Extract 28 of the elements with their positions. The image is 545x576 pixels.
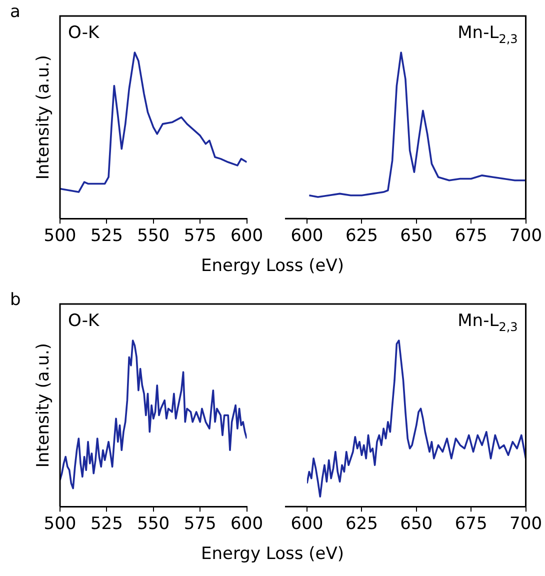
x-tick-label: 550 — [137, 514, 170, 534]
x-tick-label: 650 — [400, 514, 433, 534]
y-axis-title: Intensity (a.u.) — [33, 54, 54, 180]
chart-title: a — [10, 2, 20, 22]
x-tick-label: 500 — [44, 226, 76, 246]
x-tick-label: 675 — [454, 514, 488, 534]
x-tick-label: 625 — [345, 226, 378, 246]
text: O-K — [68, 23, 100, 43]
x-tick-label: 525 — [90, 514, 123, 534]
x-tick-label: 550 — [137, 226, 170, 246]
x-tick-label: 600 — [230, 226, 264, 246]
x-tick-label: 675 — [454, 226, 488, 246]
x-tick-label: 650 — [400, 226, 433, 246]
y-axis-title: Intensity (a.u.) — [33, 342, 54, 468]
chart-title: b — [10, 290, 21, 310]
x-tick-label: 625 — [345, 514, 378, 534]
x-tick-label: 500 — [44, 514, 76, 534]
x-tick-label: 525 — [90, 226, 123, 246]
x-axis-title: Energy Loss (eV) — [200, 256, 345, 276]
x-tick-label: 575 — [184, 514, 216, 534]
x-axis-title: Energy Loss (eV) — [200, 544, 345, 564]
x-tick-label: 600 — [290, 226, 324, 246]
x-tick-label: 575 — [184, 226, 216, 246]
text: O-K — [68, 311, 100, 331]
x-tick-label: 700 — [510, 514, 542, 534]
x-tick-label: 700 — [510, 226, 542, 246]
x-tick-label: 600 — [230, 514, 264, 534]
x-tick-label: 600 — [290, 514, 324, 534]
